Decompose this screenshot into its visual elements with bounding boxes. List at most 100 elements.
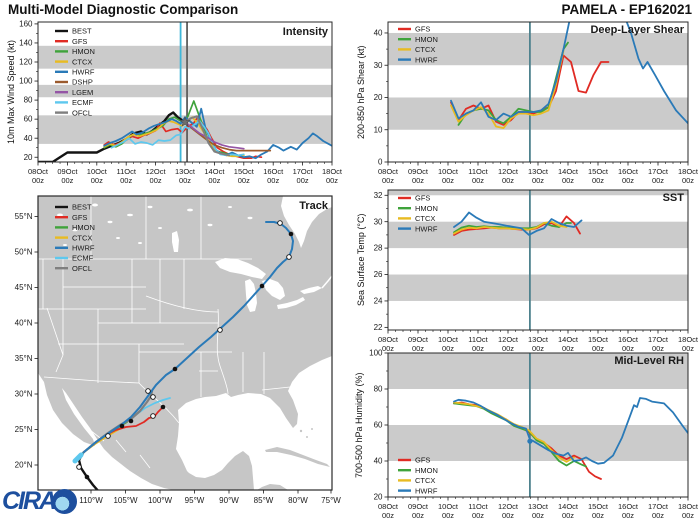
legend-label-BEST: BEST — [72, 203, 92, 212]
y-tick-10: 10 — [374, 125, 383, 134]
position-marker-24h — [288, 231, 294, 237]
lat-tick-50°N: 50°N — [15, 248, 33, 257]
lake-ontario — [300, 286, 322, 294]
x-tick-12Oct: 12Oct — [498, 335, 519, 344]
x-tick-16Oct: 16Oct — [618, 502, 639, 511]
intensity-series-OFCL — [184, 115, 231, 157]
x-tick-16Oct: 16Oct — [263, 167, 284, 176]
rh-chart: 2040608010008Oct00z09Oct00z10Oct00z11Oct… — [369, 349, 699, 520]
tick-label: 00z — [502, 344, 514, 353]
tick-label: 00z — [652, 344, 664, 353]
x-tick-13Oct: 13Oct — [528, 502, 549, 511]
tick-label: 00z — [532, 176, 544, 185]
tick-label: 00z — [562, 344, 574, 353]
position-marker-12h — [105, 433, 111, 439]
tick-label: 00z — [652, 176, 664, 185]
x-tick-14Oct: 14Oct — [558, 502, 579, 511]
y-tick-0: 0 — [378, 158, 383, 167]
track-HWRF — [83, 221, 294, 453]
legend-label-GFS: GFS — [415, 456, 430, 465]
legend-label-HMON: HMON — [415, 204, 438, 213]
page-title: Multi-Model Diagnostic Comparison — [8, 2, 239, 17]
legend-label-ECMF: ECMF — [72, 98, 94, 107]
legend-label-HMON: HMON — [72, 47, 95, 56]
tick-label: 00z — [267, 176, 279, 185]
position-marker-12h — [76, 464, 82, 470]
position-marker-24h — [128, 418, 134, 424]
state-borders — [38, 196, 291, 469]
x-tick-16Oct: 16Oct — [618, 335, 639, 344]
x-tick-17Oct: 17Oct — [648, 335, 669, 344]
x-tick-08Oct: 08Oct — [28, 167, 49, 176]
y-tick-30: 30 — [374, 217, 383, 226]
y-tick-100: 100 — [369, 349, 383, 358]
x-tick-12Oct: 12Oct — [498, 502, 519, 511]
lat-tick-45°N: 45°N — [15, 283, 33, 292]
map-frame — [37, 195, 333, 491]
lon-tick-90°W: 90°W — [219, 496, 239, 505]
intensity-y-axis-label: 10m Max Wind Speed (kt) — [6, 39, 16, 145]
x-tick-10Oct: 10Oct — [438, 502, 459, 511]
x-tick-10Oct: 10Oct — [87, 167, 108, 176]
legend-label-LGEM: LGEM — [72, 88, 93, 97]
y-tick-80: 80 — [24, 96, 33, 105]
y-tick-22: 22 — [374, 323, 383, 332]
cira-globe-icon — [52, 489, 78, 514]
legend-label-OFCL: OFCL — [72, 108, 92, 117]
tick-label: 00z — [532, 511, 544, 520]
lon-tick-100°W: 100°W — [148, 496, 173, 505]
lon-tick-110°W: 110°W — [79, 496, 103, 505]
tick-label: 00z — [592, 176, 604, 185]
x-tick-17Oct: 17Oct — [293, 167, 314, 176]
lon-tick-105°W: 105°W — [113, 496, 138, 505]
lon-tick-95°W: 95°W — [185, 496, 205, 505]
legend-label-HMON: HMON — [72, 223, 95, 232]
tick-label: 00z — [472, 176, 484, 185]
legend-label-ECMF: ECMF — [72, 254, 94, 263]
lake-erie — [277, 297, 305, 309]
lat-tick-40°N: 40°N — [15, 319, 33, 328]
x-tick-11Oct: 11Oct — [468, 167, 488, 176]
tick-label: 00z — [91, 176, 103, 185]
current-intensity-star — [179, 116, 191, 127]
lake-superior — [215, 258, 266, 279]
legend-label-HWRF: HWRF — [72, 244, 95, 253]
shear-chart: 01020304008Oct00z09Oct00z10Oct00z11Oct00… — [374, 21, 699, 185]
y-tick-160: 160 — [19, 20, 33, 29]
lon-tick-80°W: 80°W — [288, 496, 308, 505]
tick-label: 00z — [682, 344, 694, 353]
legend-label-HWRF: HWRF — [415, 486, 438, 495]
legend-label-GFS: GFS — [72, 37, 87, 46]
tick-label: 00z — [208, 176, 220, 185]
legend-label-HWRF: HWRF — [415, 55, 438, 64]
legend-label-DSHP: DSHP — [72, 78, 93, 87]
x-tick-14Oct: 14Oct — [558, 167, 579, 176]
tick-label: 00z — [61, 176, 73, 185]
tick-label: 00z — [412, 344, 424, 353]
x-tick-18Oct: 18Oct — [678, 502, 699, 511]
x-tick-12Oct: 12Oct — [146, 167, 167, 176]
legend-label-CTCX: CTCX — [415, 45, 435, 54]
generated-charts-layer: 2040608010012014016008Oct00z09Oct00z10Oc… — [15, 20, 699, 520]
position-marker-12h — [217, 327, 223, 333]
tick-label: 00z — [326, 176, 338, 185]
position-marker-24h — [160, 404, 166, 410]
position-marker-24h — [259, 283, 265, 289]
shaded-band — [388, 274, 688, 301]
x-tick-13Oct: 13Oct — [175, 167, 196, 176]
x-tick-18Oct: 18Oct — [678, 167, 699, 176]
position-marker-12h — [145, 388, 151, 394]
legend-label-HMON: HMON — [415, 466, 438, 475]
tick-label: 00z — [120, 176, 132, 185]
y-tick-28: 28 — [374, 244, 383, 253]
tick-label: 00z — [622, 176, 634, 185]
rh-series-HWRF — [453, 397, 688, 465]
intensity-series-LGEM — [184, 121, 245, 150]
tick-label: 00z — [562, 176, 574, 185]
tick-label: 00z — [442, 176, 454, 185]
x-tick-09Oct: 09Oct — [57, 167, 78, 176]
shear-panel-title: Deep-Layer Shear — [590, 24, 684, 36]
x-tick-15Oct: 15Oct — [588, 167, 609, 176]
lat-tick-20°N: 20°N — [15, 461, 33, 470]
